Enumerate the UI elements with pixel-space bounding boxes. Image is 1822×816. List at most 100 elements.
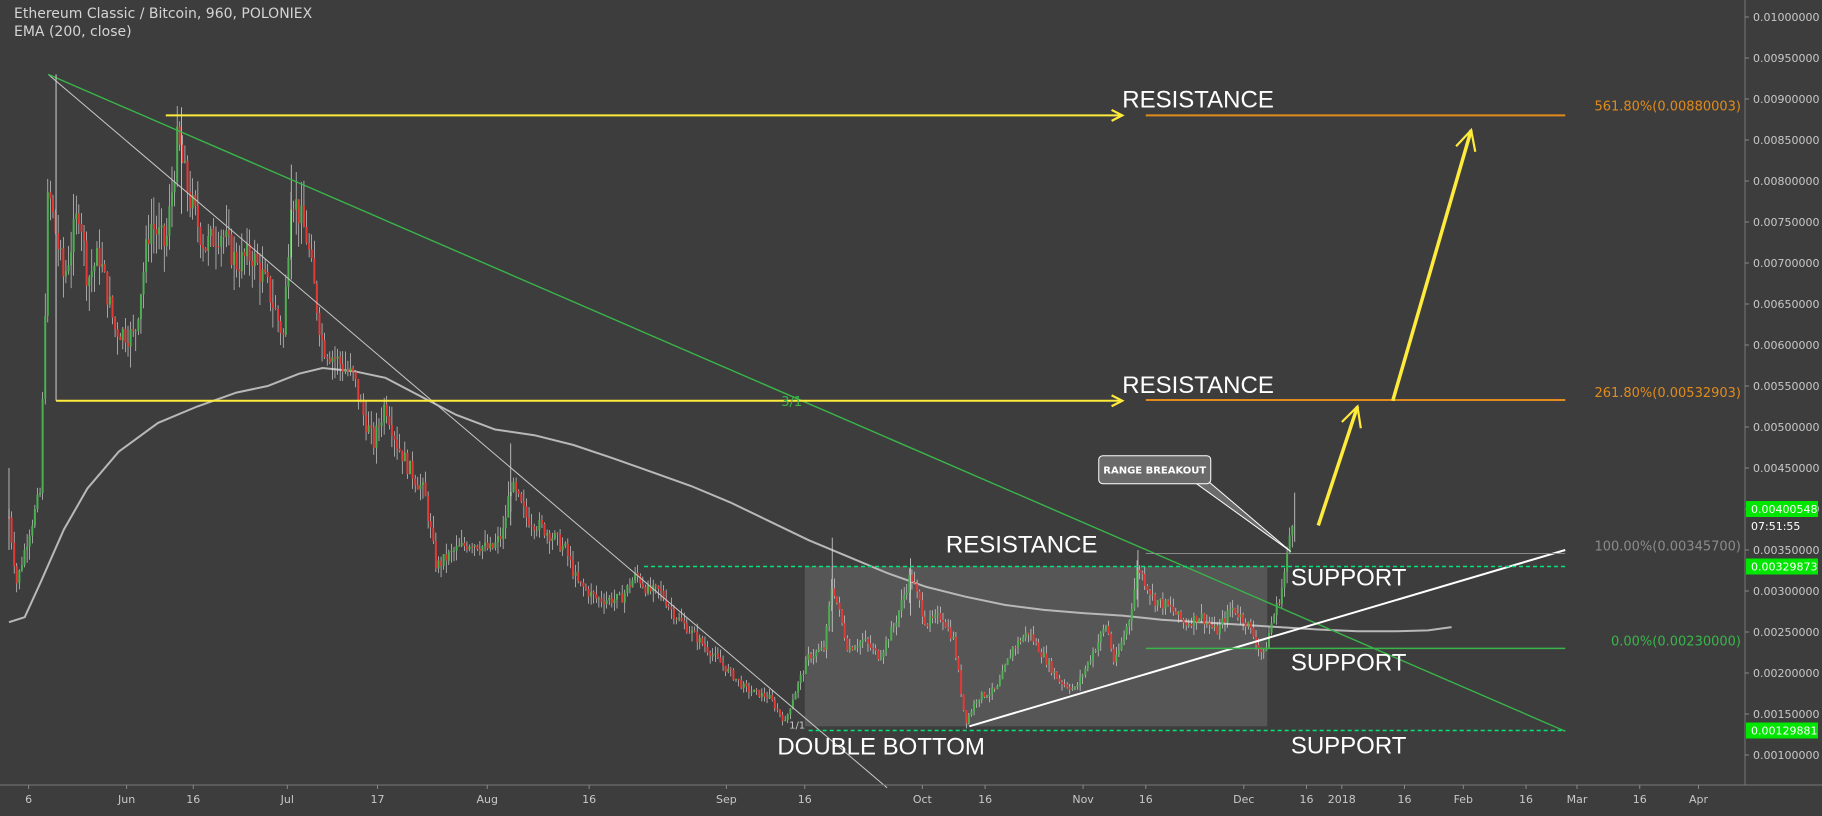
candle-body (628, 585, 631, 588)
candle-body (300, 205, 303, 224)
candle-body (820, 647, 823, 650)
candle-body (667, 605, 670, 607)
candle-body (887, 640, 890, 642)
x-tick-label: 16 (798, 793, 812, 806)
candle-body (214, 246, 217, 248)
candle-body (160, 225, 163, 228)
candle-body (659, 588, 662, 591)
candle-body (693, 630, 696, 632)
candle-body (165, 235, 168, 246)
candle-body (292, 209, 295, 211)
candle-body (409, 460, 412, 475)
x-tick-label: Oct (913, 793, 933, 806)
candle-body (548, 533, 551, 541)
candle-body (28, 535, 31, 547)
candle-body (1148, 590, 1151, 595)
x-axis[interactable]: 6 Jun 16 Jul 17 Aug 16 Sep 16 Oct 16 Nov 16 Dec 16 2018… (0, 784, 1822, 806)
candle-body (1172, 606, 1175, 612)
candle-body (1040, 652, 1043, 657)
candle-body (1063, 684, 1066, 686)
candle-body (326, 357, 329, 359)
resistance-label-mid: RESISTANCE (1122, 372, 1274, 399)
candle-body (1102, 629, 1105, 634)
candle-body (1265, 647, 1268, 651)
candle-body (830, 588, 833, 606)
candle-body (556, 533, 559, 535)
candle-body (719, 657, 722, 663)
candle-body (623, 592, 626, 603)
candle-body (799, 675, 802, 683)
candle-body (416, 484, 419, 490)
candle-body (996, 685, 999, 689)
candle-body (1037, 642, 1040, 653)
candle-body (504, 517, 507, 529)
candle-body (913, 582, 916, 584)
candle-body (23, 549, 26, 566)
candle-body (520, 493, 523, 502)
candle-body (137, 319, 140, 331)
candle-body (1004, 665, 1007, 671)
candle-body (349, 367, 352, 372)
candle-body (1221, 618, 1224, 625)
candle-body (36, 494, 39, 509)
candle-body (67, 265, 70, 272)
candle-body (284, 286, 287, 335)
yellow-projection-arrowhead-1 (1341, 404, 1362, 429)
candle-body (77, 213, 80, 224)
candle-body (295, 199, 298, 210)
range-box (804, 566, 1268, 727)
candle-body (810, 654, 813, 659)
candle-body (212, 228, 215, 247)
candle-body (965, 710, 968, 724)
candle-body (574, 572, 577, 576)
candle-body (864, 638, 867, 640)
candle-body (1053, 671, 1056, 673)
y-axis[interactable]: 0.01000000 0.00950000 0.00900000 0.00850000… (1744, 0, 1819, 785)
candle-body (1011, 647, 1014, 657)
range-breakout-callout[interactable] (1098, 455, 1212, 485)
candle-body (227, 230, 230, 235)
price-tag-bottom-line: 0.00129881 (1751, 724, 1817, 737)
candle-body (463, 542, 466, 547)
candle-body (665, 598, 668, 606)
candle-body (517, 490, 520, 494)
candle-body (450, 550, 453, 553)
candle-body (1092, 651, 1095, 661)
candle-body (1216, 625, 1219, 634)
candle-body (1058, 678, 1061, 682)
candle-body (44, 315, 47, 399)
candle-body (817, 649, 820, 652)
candle-body (634, 572, 637, 581)
candle-body (1257, 644, 1260, 649)
candle-body (1286, 552, 1289, 573)
candle-body (1084, 668, 1087, 675)
candle-body (698, 637, 701, 643)
candle-body (559, 534, 562, 551)
x-tick-label: Apr (1689, 793, 1709, 806)
candle-body (393, 435, 396, 440)
candle-body (1032, 634, 1035, 642)
candle-body (885, 640, 888, 652)
candle-body (709, 652, 712, 657)
indicator-legend[interactable]: EMA (200, close) (14, 24, 132, 40)
candle-body (481, 546, 484, 552)
candle-body (318, 312, 321, 336)
candle-body (383, 404, 386, 423)
candle-body (235, 251, 238, 270)
candle-body (121, 328, 124, 341)
candle-body (1154, 594, 1157, 606)
candle-body (766, 696, 769, 699)
candle-body (403, 452, 406, 462)
candle-body (815, 651, 818, 657)
x-tick-label: 2018 (1328, 793, 1356, 806)
candle-body (784, 719, 787, 722)
candle-body (553, 533, 556, 539)
candle-body (59, 248, 62, 250)
candle-body (781, 714, 784, 722)
candle-body (1267, 632, 1270, 648)
current-price-tag: 0.00400548 (1751, 503, 1817, 516)
candle-body (675, 618, 678, 620)
candle-body (15, 566, 18, 584)
